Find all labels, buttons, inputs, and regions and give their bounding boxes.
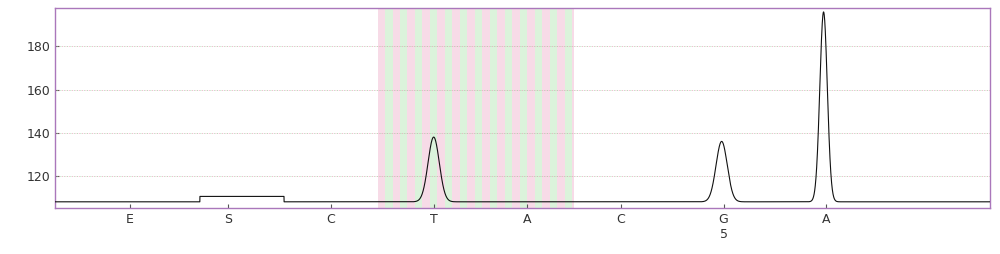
Bar [460,8,467,208]
Bar [452,8,460,208]
Bar [437,8,445,208]
Bar [490,8,497,208]
Bar [512,8,520,208]
Bar [535,8,542,208]
Bar [505,8,512,208]
Bar [415,8,422,208]
Bar [482,8,490,208]
Bar [572,8,574,208]
Bar [467,8,475,208]
Bar [430,8,437,208]
Bar [385,8,393,208]
Bar [475,8,482,208]
Bar [393,8,400,208]
Bar [445,8,452,208]
Bar [520,8,527,208]
Bar [542,8,550,208]
Bar [400,8,407,208]
Bar [497,8,505,208]
Bar [527,8,535,208]
Bar [557,8,565,208]
Bar [378,8,385,208]
Bar [422,8,430,208]
Bar [550,8,557,208]
Bar [565,8,572,208]
Bar [407,8,415,208]
